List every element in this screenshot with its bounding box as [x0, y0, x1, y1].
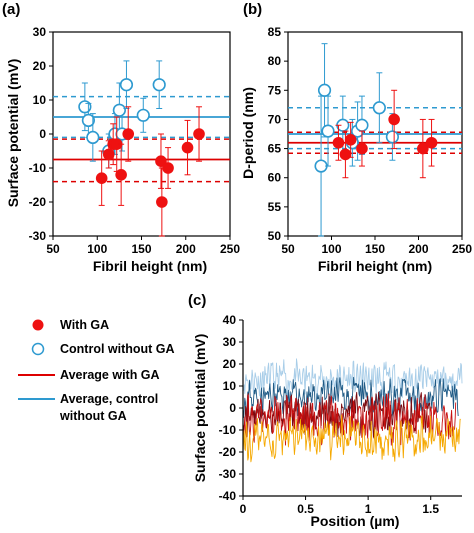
chart-b-y-tick-label: 50: [268, 229, 282, 243]
chart-a-y-tick-label: 0: [39, 127, 46, 141]
chart-c-y-tick-label: 40: [223, 313, 237, 327]
chart-a-y-tick-label: -30: [29, 229, 47, 243]
chart-a-y-axis-title: Surface potential (mV): [5, 59, 21, 208]
panel-label-c: (c): [188, 292, 206, 309]
chart-b-y-tick-label: 60: [268, 171, 282, 185]
chart-b-point-ga: [356, 142, 368, 155]
chart-b-point-control: [321, 124, 335, 138]
chart-a-y-tick-label: 20: [33, 59, 47, 73]
chart-c-y-axis-title: Surface potential (mV): [192, 334, 208, 483]
chart-b-y-tick-label: 80: [268, 54, 282, 68]
chart-a-point-ga: [193, 128, 205, 140]
chart-a-point-ga: [110, 138, 123, 150]
legend-label-avg-control-1: Average, control: [60, 392, 158, 406]
chart-panel-a: Fibril height (nm) Surface potential (mV…: [5, 25, 240, 274]
chart-b-y-tick-label: 85: [268, 25, 282, 39]
legend-label-with-ga: With GA: [60, 318, 109, 332]
chart-a-x-tick-label: 100: [87, 242, 107, 256]
chart-a-x-axis-title: Fibril height (nm): [93, 258, 207, 274]
chart-a-point-control: [81, 113, 95, 127]
chart-a-x-tick-label: 200: [176, 242, 196, 256]
legend-label-control: Control without GA: [60, 342, 175, 356]
chart-c-x-tick-label: 0: [240, 502, 247, 516]
chart-b-x-tick-label: 200: [408, 242, 428, 256]
chart-a-point-ga: [181, 141, 194, 154]
chart-a-y-tick-label: 10: [33, 93, 47, 107]
chart-b-x-tick-label: 100: [321, 242, 341, 256]
chart-c-x-tick-label: 1.5: [422, 502, 439, 516]
chart-b-point-control: [317, 83, 332, 97]
chart-a-y-tick-label: -20: [29, 195, 47, 209]
chart-a-point-control: [119, 78, 134, 92]
chart-c-trace-orange: [242, 414, 461, 463]
chart-a-point-ga: [102, 148, 115, 161]
chart-c-y-tick-label: -20: [219, 445, 237, 459]
chart-a-point-control: [136, 108, 150, 122]
chart-a-point-ga: [95, 172, 108, 184]
chart-c-y-tick-label: 0: [229, 401, 236, 415]
chart-a-point-control: [152, 78, 166, 92]
chart-b-y-tick-label: 55: [268, 200, 282, 214]
chart-b-x-tick-label: 250: [452, 242, 472, 256]
legend: With GA Control without GA Average with …: [18, 318, 175, 423]
chart-b-point-ga: [388, 113, 400, 126]
chart-b-point-ga: [417, 142, 429, 155]
chart-b-y-axis-title: D-period (nm): [240, 87, 256, 179]
chart-b-point-control: [385, 130, 400, 144]
chart-a-x-tick-label: 150: [131, 242, 151, 256]
chart-a-point-ga: [162, 162, 174, 174]
chart-b-point-ga: [344, 134, 357, 146]
chart-b-x-tick-label: 50: [281, 242, 295, 256]
panel-label-b: (b): [243, 1, 262, 18]
chart-a-point-control: [112, 103, 126, 117]
chart-a-y-tick-label: -10: [29, 161, 47, 175]
panel-label-a: (a): [2, 1, 20, 18]
chart-c-x-tick-label: 1: [365, 502, 372, 516]
legend-marker-with-ga: [32, 319, 44, 331]
chart-b-point-ga: [339, 148, 352, 161]
chart-c-x-tick-label: 0.5: [297, 502, 314, 516]
chart-a-y-tick-label: 30: [33, 25, 47, 39]
chart-c-y-tick-label: 30: [223, 335, 237, 349]
chart-b-point-ga: [425, 136, 438, 149]
legend-marker-control: [31, 342, 45, 356]
chart-b-point-control: [355, 118, 369, 132]
chart-c-y-tick-label: -40: [219, 489, 237, 503]
chart-c-y-tick-label: 20: [223, 357, 237, 371]
chart-panel-c: Position (µm) Surface potential (mV) 0 0.…: [192, 313, 463, 529]
chart-b-x-axis-title: Fibril height (nm): [318, 258, 432, 274]
chart-b-y-tick-label: 75: [268, 83, 282, 97]
chart-c-x-axis-title: Position (µm): [311, 513, 400, 529]
chart-c-trace-light-blue: [242, 358, 463, 401]
chart-a-point-control: [86, 130, 100, 144]
chart-a-point-ga: [115, 169, 127, 181]
legend-label-avg-control-2: without GA: [59, 409, 127, 423]
chart-c-y-tick-label: -30: [219, 467, 237, 481]
chart-b-point-ga: [332, 136, 345, 149]
chart-b-y-tick-label: 70: [268, 112, 282, 126]
chart-a-point-ga: [122, 128, 135, 140]
chart-a-x-tick-label: 250: [220, 242, 240, 256]
chart-b-y-tick-label: 65: [268, 142, 282, 156]
chart-a-x-tick-label: 50: [46, 242, 60, 256]
chart-a-point-ga: [156, 196, 168, 208]
chart-panel-b: Fibril height (nm) D-period (nm) 50 100 15…: [240, 25, 472, 274]
legend-label-avg-ga: Average with GA: [60, 368, 160, 382]
chart-b-x-tick-label: 150: [365, 242, 385, 256]
chart-c-y-tick-label: 10: [223, 379, 237, 393]
chart-c-y-tick-label: -10: [219, 423, 237, 437]
chart-b-point-control: [372, 101, 386, 115]
chart-a-point-control: [78, 100, 92, 114]
